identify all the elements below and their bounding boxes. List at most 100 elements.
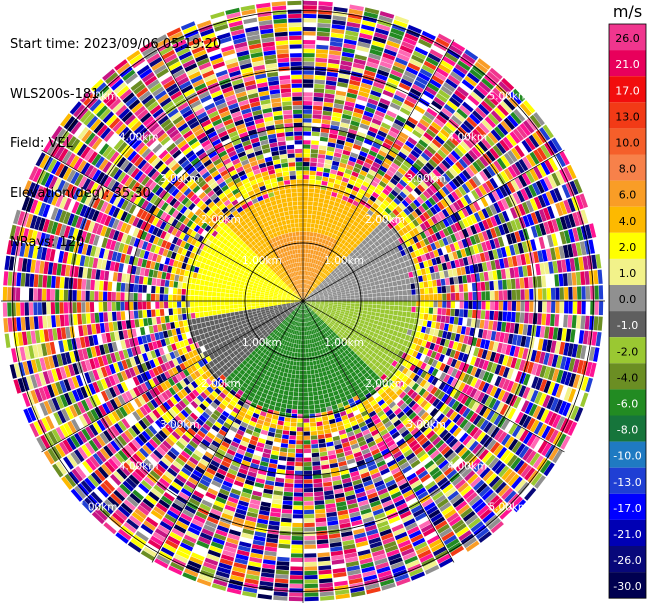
velocity-bin [337,402,344,409]
velocity-bin [480,393,489,405]
velocity-bin [275,574,289,579]
velocity-bin [329,378,335,384]
velocity-bin [294,330,297,335]
velocity-bin [343,272,348,277]
velocity-bin [314,306,319,309]
velocity-bin [390,126,400,135]
velocity-bin [516,254,522,266]
velocity-bin [303,479,313,484]
velocity-bin [556,369,564,383]
velocity-bin [371,285,376,290]
velocity-bin [356,328,361,334]
velocity-bin [487,495,500,507]
velocity-bin [330,270,335,275]
velocity-bin [477,58,491,70]
velocity-bin [384,239,391,246]
velocity-bin [412,257,419,265]
velocity-bin [543,366,551,379]
velocity-bin [276,331,280,336]
velocity-bin [267,529,279,535]
velocity-bin [344,34,358,41]
velocity-bin [254,450,263,457]
velocity-bin [409,112,421,122]
velocity-bin [344,101,355,108]
velocity-bin [304,309,307,314]
velocity-bin [303,192,309,197]
velocity-bin [480,339,486,349]
velocity-bin [479,419,489,431]
velocity-bin [336,289,341,292]
velocity-bin [321,385,327,390]
velocity-bin [519,277,525,289]
velocity-bin [361,448,371,455]
velocity-bin [328,247,333,252]
velocity-bin [370,230,377,237]
velocity-bin [357,549,371,556]
velocity-bin [403,386,412,394]
velocity-bin [347,412,355,419]
velocity-bin [289,314,293,319]
velocity-bin [547,174,557,189]
velocity-bin [394,407,402,416]
velocity-bin [365,258,371,264]
velocity-bin [281,517,292,523]
velocity-bin [420,93,433,104]
velocity-bin [395,90,407,99]
velocity-bin [470,273,476,283]
velocity-bin [419,193,428,202]
velocity-bin [369,94,380,102]
velocity-bin [271,359,277,365]
velocity-bin [558,341,566,355]
velocity-bin [388,412,396,421]
velocity-bin [358,382,365,389]
velocity-bin [554,246,561,260]
velocity-bin [223,545,237,554]
velocity-bin [313,273,317,278]
velocity-bin [264,550,277,557]
velocity-bin [494,290,499,300]
velocity-bin [472,443,483,455]
velocity-bin [567,198,576,213]
velocity-bin [408,153,418,162]
velocity-bin [464,345,471,354]
velocity-bin [193,490,205,499]
velocity-bin [333,484,343,490]
velocity-bin [541,275,547,288]
velocity-bin [389,102,401,111]
velocity-bin [367,307,372,312]
velocity-bin [490,441,501,454]
velocity-bin [221,410,230,418]
velocity-bin [397,151,407,160]
velocity-bin [478,405,488,417]
velocity-bin [369,206,377,213]
velocity-bin [273,350,278,355]
velocity-bin [341,414,349,421]
velocity-bin [303,127,312,132]
velocity-bin [372,161,381,169]
velocity-bin [306,289,309,293]
velocity-bin [304,284,306,289]
velocity-bin [175,550,190,560]
velocity-bin [519,123,531,136]
velocity-bin [337,333,342,338]
velocity-bin [462,363,470,373]
velocity-bin [438,239,445,248]
velocity-bin [423,381,431,390]
velocity-bin [210,508,222,517]
velocity-bin [316,44,329,50]
velocity-bin [330,467,340,473]
velocity-bin [325,277,330,282]
velocity-bin [346,394,353,400]
velocity-bin [426,244,433,252]
velocity-bin [334,322,340,327]
velocity-bin [376,224,384,231]
velocity-bin [423,60,437,71]
velocity-bin [374,557,388,566]
velocity-bin [322,290,327,294]
velocity-bin [320,344,325,350]
velocity-bin [318,261,323,266]
velocity-bin [448,324,454,332]
velocity-bin [356,402,364,410]
velocity-bin [222,550,236,558]
velocity-bin [459,432,469,443]
